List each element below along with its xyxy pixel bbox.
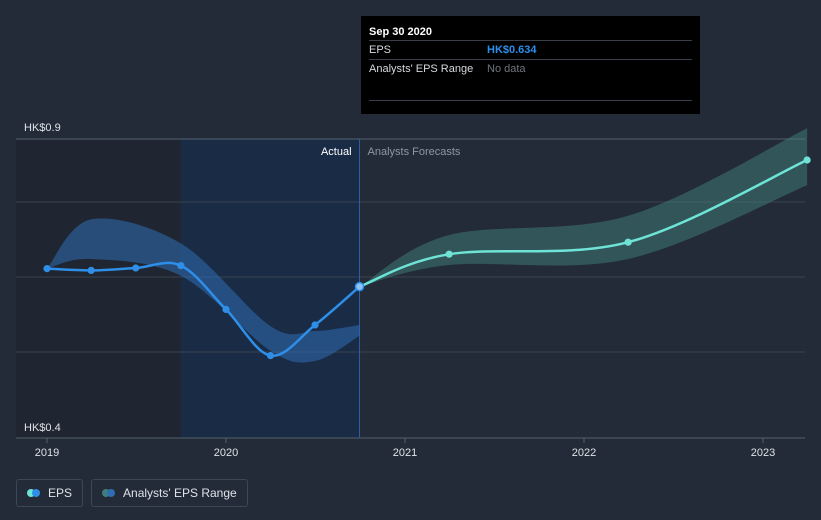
chart-legend: EPS Analysts' EPS Range	[16, 479, 248, 507]
eps-point-actual	[266, 352, 275, 360]
range-band-actual	[47, 218, 360, 363]
eps-line-actual	[46, 261, 361, 357]
eps-point-actual	[87, 266, 95, 274]
forecast-region-label: Analysts Forecasts	[368, 146, 461, 158]
tooltip-row-range: Analysts' EPS Range No data	[369, 59, 692, 78]
past-shading	[16, 139, 181, 438]
x-tick-label: 2020	[214, 447, 238, 459]
eps-range-legend-icon	[102, 489, 116, 497]
actual-region-label: Actual	[321, 146, 352, 158]
range-band-forecast	[359, 128, 808, 287]
tooltip-date: Sep 30 2020	[369, 26, 432, 38]
legend-item-eps-range[interactable]: Analysts' EPS Range	[91, 479, 248, 507]
tooltip-row-eps: EPS HK$0.634	[369, 40, 692, 59]
eps-line-forecast	[359, 158, 808, 288]
eps-point-actual	[311, 321, 319, 329]
eps-point-actual	[132, 264, 140, 272]
eps-point-forecast	[624, 238, 632, 246]
eps-point-actual	[222, 305, 230, 313]
eps-point-actual	[354, 281, 365, 292]
eps-point-forecast	[803, 156, 811, 164]
eps-legend-icon	[27, 489, 41, 497]
x-tick-label: 2021	[393, 447, 417, 459]
tooltip-range-value: No data	[487, 63, 526, 75]
hover-tooltip: Sep 30 2020 EPS HK$0.634 Analysts' EPS R…	[361, 16, 700, 114]
legend-label-eps: EPS	[48, 486, 73, 500]
y-tick-label: HK$0.4	[24, 422, 61, 434]
eps-point-actual	[43, 265, 51, 273]
legend-label-eps-range: Analysts' EPS Range	[123, 486, 237, 500]
y-tick-label: HK$0.9	[24, 122, 61, 134]
x-tick-label: 2019	[35, 447, 59, 459]
tooltip-eps-label: EPS	[369, 44, 392, 56]
tooltip-divider	[369, 100, 692, 102]
eps-point-actual	[177, 262, 185, 270]
legend-item-eps[interactable]: EPS	[16, 479, 84, 507]
tooltip-range-label: Analysts' EPS Range	[369, 63, 474, 75]
x-tick-label: 2022	[572, 447, 596, 459]
x-tick-label: 2023	[751, 447, 775, 459]
eps-point-forecast	[445, 250, 453, 258]
tooltip-eps-value: HK$0.634	[487, 44, 537, 56]
